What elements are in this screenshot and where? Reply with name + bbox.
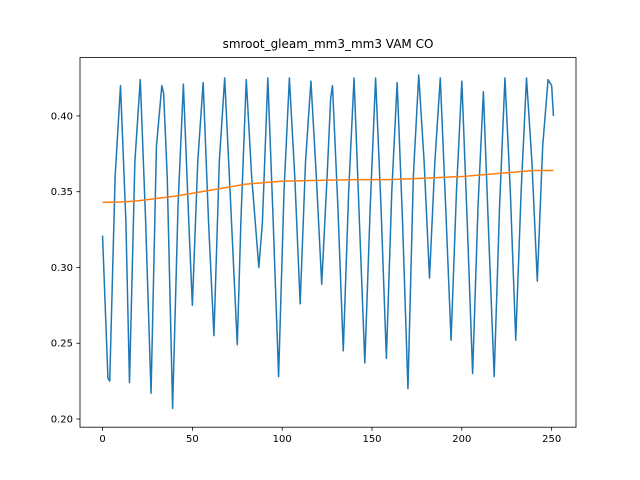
plot-frame [79,57,577,428]
x-tick-label: 0 [99,434,105,445]
y-tick-label: 0.30 [51,263,73,274]
data-line [101,74,555,410]
x-tick-label: 150 [362,434,381,445]
y-tick-label: 0.25 [51,339,73,350]
x-tick-label: 200 [452,434,471,445]
y-tick-label: 0.20 [51,415,73,426]
y-tick-label: 0.35 [51,187,73,198]
data-line [102,169,554,204]
y-tick-label: 0.40 [51,111,73,122]
x-tick-label: 100 [273,434,292,445]
x-tick-label: 250 [542,434,561,445]
chart-title: smroot_gleam_mm3_mm3 VAM CO [223,37,434,51]
x-tick-label: 50 [186,434,199,445]
